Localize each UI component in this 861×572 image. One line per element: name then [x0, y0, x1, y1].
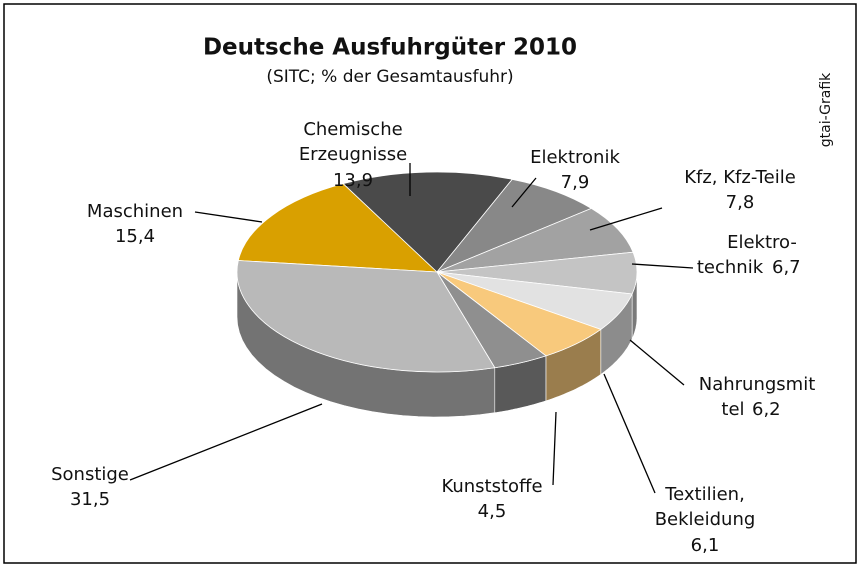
value-label: 4,5 — [478, 501, 507, 522]
leader-line — [129, 403, 323, 481]
category-label: Kunststoffe — [441, 476, 542, 497]
leader-line — [589, 207, 663, 231]
leader-line — [552, 411, 557, 486]
value-label: 31,5 — [70, 489, 110, 510]
slice — [436, 207, 634, 273]
value-label: 6,2 — [752, 399, 781, 420]
category-label: Kfz, Kfz-Teile — [684, 167, 796, 188]
category-label: Elektronik — [530, 147, 620, 168]
leader-line — [631, 263, 694, 269]
category-label: Elektro-technik — [697, 232, 797, 278]
category-label: Sonstige — [51, 464, 129, 485]
slice — [436, 178, 593, 273]
chart-title: Deutsche Ausfuhrgüter 2010 — [203, 35, 577, 61]
slice — [237, 183, 439, 273]
leader-line — [603, 373, 656, 494]
value-label: 7,9 — [561, 172, 590, 193]
category-label: Chemische Erzeugnisse — [299, 119, 407, 165]
category-label: Textilien, Bekleidung — [655, 484, 756, 530]
value-label: 15,4 — [115, 226, 155, 247]
category-label: Nahrungsmit tel — [699, 374, 816, 420]
leader-line — [194, 211, 263, 223]
value-label: 6,7 — [772, 257, 801, 278]
leader-line — [629, 339, 685, 386]
value-label: 7,8 — [726, 192, 755, 213]
slice — [236, 260, 496, 373]
leader-line — [511, 177, 537, 208]
category-label: Maschinen — [87, 201, 183, 222]
value-label: 6,1 — [691, 535, 720, 556]
value-label: 13,9 — [333, 170, 373, 191]
source-note: gtai-Grafik — [818, 72, 834, 147]
slice — [342, 171, 513, 273]
chart-subtitle: (SITC; % der Gesamtausfuhr) — [266, 67, 513, 87]
